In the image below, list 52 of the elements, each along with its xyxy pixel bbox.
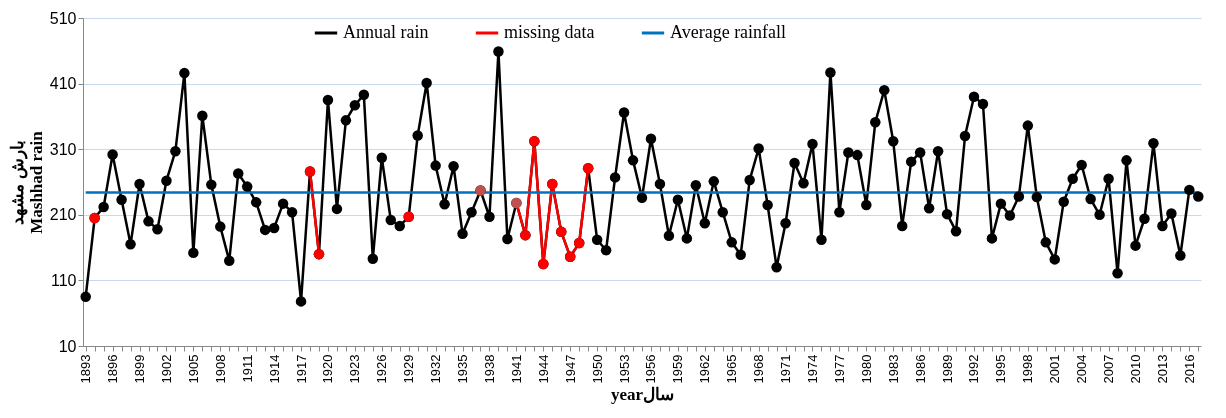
x-tick-label: 1902 (158, 354, 174, 384)
x-tick-label: 1914 (266, 354, 282, 384)
x-tick-label: 1932 (428, 354, 444, 384)
x-tick-label: 1983 (885, 354, 901, 384)
x-tick-label: 1995 (993, 354, 1009, 384)
y-tick-label: 410 (49, 75, 77, 93)
x-tick-label: 1899 (132, 354, 148, 384)
x-tick-label: 1953 (616, 354, 632, 384)
y-tick-label: 210 (49, 206, 77, 224)
x-tick-label: 2010 (1128, 354, 1143, 384)
y-tick-label: 310 (49, 140, 77, 158)
x-tick-label: 1974 (804, 354, 820, 384)
x-tick-label: 1968 (751, 354, 767, 384)
x-tick-label: 1911 (239, 354, 255, 383)
x-tick-label: 1962 (697, 354, 713, 384)
x-tick-label: 1965 (724, 354, 740, 384)
y-tick-label: 10 (58, 337, 77, 355)
x-tick-label: 2001 (1047, 354, 1063, 384)
legend-label: Average rainfall (670, 22, 787, 42)
x-tick-label: 2013 (1154, 354, 1170, 384)
x-tick-label: 1989 (939, 354, 955, 384)
x-tick-label: 1944 (535, 354, 551, 384)
x-tick-label: 1920 (320, 354, 336, 384)
x-tick-label: 1947 (562, 354, 578, 384)
x-tick-label: 1917 (293, 354, 309, 384)
x-tick-label: 2016 (1181, 354, 1197, 384)
legend-label: Annual rain (343, 22, 429, 42)
x-tick-label: 1992 (966, 354, 982, 384)
x-tick-label: 1896 (105, 354, 121, 384)
x-tick-label: 1926 (374, 354, 390, 384)
x-tick-label: 1908 (212, 354, 228, 384)
y-tick-label: 510 (49, 9, 77, 27)
x-axis-title: yearسال (610, 385, 675, 405)
x-tick-label: 1923 (347, 354, 363, 384)
y-tick-label: 110 (50, 271, 77, 289)
x-tick-label: 1959 (670, 354, 686, 384)
x-tick-label: 2004 (1074, 354, 1090, 384)
x-tick-label: 1950 (589, 354, 605, 384)
legend-label: missing data (504, 22, 595, 42)
x-tick-label: 1935 (455, 354, 471, 384)
x-tick-label: 1998 (1020, 354, 1036, 384)
x-tick-label: 1893 (78, 354, 94, 384)
x-tick-label: 1986 (912, 354, 928, 384)
x-tick-label: 1977 (831, 354, 847, 384)
x-tick-label: 1980 (858, 354, 874, 384)
x-tick-label: 1956 (643, 354, 659, 384)
x-tick-label: 1941 (508, 354, 524, 384)
x-tick-label: 1971 (778, 354, 794, 384)
x-tick-label: 2007 (1101, 354, 1117, 384)
x-tick-label: 1905 (185, 354, 201, 384)
x-tick-label: 1938 (481, 354, 497, 384)
x-tick-label: 1929 (401, 354, 417, 384)
